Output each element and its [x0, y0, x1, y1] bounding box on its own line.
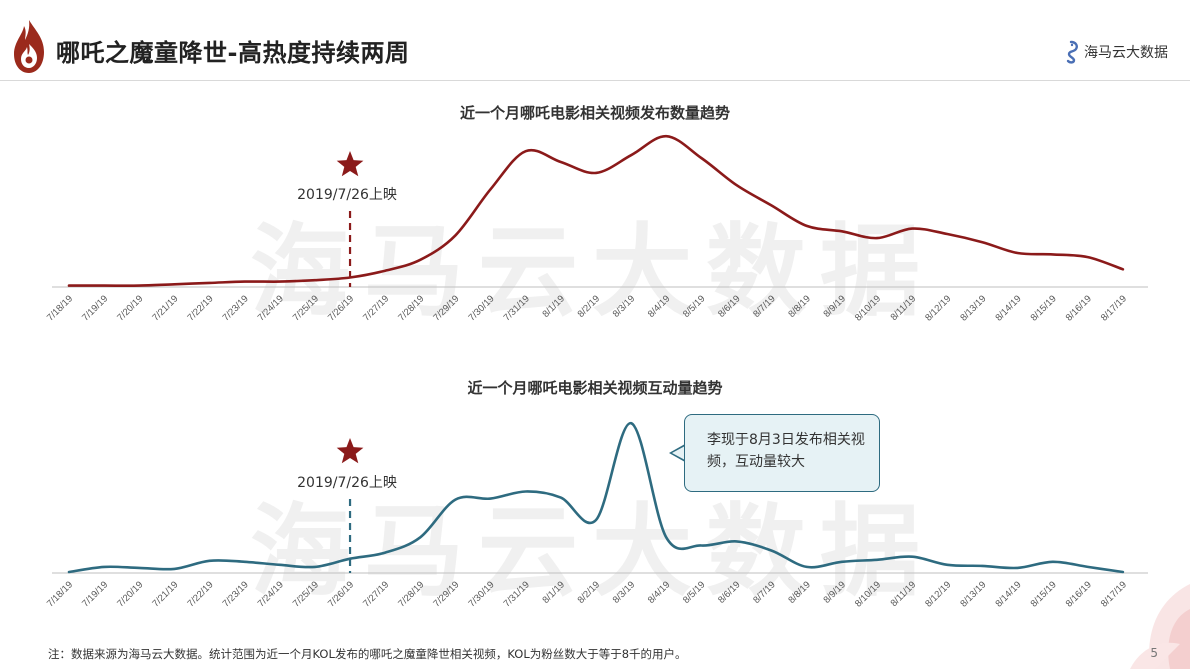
x-tick-label: 7/24/19	[256, 579, 286, 609]
x-tick-label: 8/3/19	[611, 293, 637, 319]
x-tick-label: 7/25/19	[291, 293, 321, 323]
x-tick-label: 7/21/19	[150, 293, 180, 323]
brand-name: 海马云大数据	[1084, 45, 1168, 61]
x-tick-label: 7/23/19	[221, 293, 251, 323]
brand-logo: 海马云大数据	[1062, 40, 1168, 64]
x-tick-label: 8/6/19	[716, 293, 742, 319]
interaction-trend-chart: 7/18/19 7/19/19 7/20/19 7/21/19 7/22/19 7/23/…	[45, 421, 1148, 610]
x-tick-label: 7/30/19	[466, 579, 496, 609]
x-tick-label: 7/29/19	[431, 293, 461, 323]
release-date-label: 2019/7/26上映	[297, 187, 397, 203]
x-tick-label: 7/20/19	[115, 579, 145, 609]
x-tick-label: 7/23/19	[221, 579, 251, 609]
page-title: 哪吒之魔童降世-高热度持续两周	[56, 39, 410, 67]
x-tick-label: 7/30/19	[466, 293, 496, 323]
x-tick-label: 7/28/19	[396, 293, 426, 323]
page-number: 5	[1150, 646, 1158, 660]
x-tick-label: 8/15/19	[1029, 579, 1059, 609]
x-tick-label: 8/4/19	[646, 293, 672, 319]
x-tick-label: 8/5/19	[681, 293, 707, 319]
x-tick-label: 8/11/19	[889, 293, 919, 323]
x-tick-label: 8/2/19	[576, 293, 602, 319]
footer-note: 注：数据来源为海马云大数据。统计范围为近一个月KOL发布的哪吒之魔童降世相关视频…	[48, 647, 687, 661]
x-tick-label: 8/9/19	[822, 293, 848, 319]
x-tick-label: 8/10/19	[853, 293, 883, 323]
x-tick-label: 8/1/19	[540, 293, 566, 319]
x-tick-label: 7/22/19	[185, 579, 215, 609]
x-tick-label: 7/22/19	[185, 293, 215, 323]
x-tick-label: 8/10/19	[853, 579, 883, 609]
x-tick-label: 8/2/19	[576, 579, 602, 605]
x-tick-label: 8/8/19	[786, 293, 812, 319]
x-tick-label: 8/5/19	[681, 579, 707, 605]
lotus-decoration-icon	[1130, 584, 1190, 669]
series-line	[67, 421, 1125, 574]
callout-box: 李现于8月3日发布相关视频，互动量较大	[684, 414, 880, 492]
publish-trend-chart: 7/18/19 7/19/19 7/20/19 7/21/19 7/22/19 7/23/…	[45, 134, 1148, 324]
watermark-top: 海马云大数据	[250, 213, 934, 330]
x-tick-label: 7/21/19	[150, 579, 180, 609]
release-star-icon	[336, 438, 364, 464]
x-tick-label: 7/18/19	[45, 293, 75, 323]
x-tick-label: 8/16/19	[1064, 293, 1094, 323]
x-tick-label: 7/19/19	[80, 293, 110, 323]
x-tick-label: 7/24/19	[256, 293, 286, 323]
x-tick-label: 7/27/19	[361, 579, 391, 609]
x-tick-label: 7/18/19	[45, 579, 75, 609]
x-tick-label: 8/1/19	[540, 579, 566, 605]
x-tick-label: 7/26/19	[326, 293, 356, 323]
header-divider	[0, 80, 1190, 81]
chart-title-interaction: 近一个月哪吒电影相关视频互动量趋势	[467, 379, 723, 397]
x-tick-label: 8/8/19	[786, 579, 812, 605]
release-star-icon	[336, 151, 364, 177]
x-tick-label: 8/13/19	[958, 293, 988, 323]
x-tick-label: 8/12/19	[923, 579, 953, 609]
callout-tail-inner	[672, 446, 685, 460]
x-tick-label: 7/29/19	[431, 579, 461, 609]
x-tick-label: 8/7/19	[751, 579, 777, 605]
flame-logo-icon	[14, 20, 44, 73]
x-tick-label: 7/31/19	[502, 293, 532, 323]
x-tick-label: 7/26/19	[326, 579, 356, 609]
x-tick-label: 7/25/19	[291, 579, 321, 609]
x-tick-label: 8/7/19	[751, 293, 777, 319]
x-tick-label: 8/12/19	[923, 293, 953, 323]
x-tick-label: 8/9/19	[822, 579, 848, 605]
x-tick-label: 7/20/19	[115, 293, 145, 323]
x-tick-label: 7/27/19	[361, 293, 391, 323]
x-tick-label: 7/31/19	[502, 579, 532, 609]
x-tick-label: 8/17/19	[1099, 293, 1129, 323]
release-date-label: 2019/7/26上映	[297, 475, 397, 491]
chart-title-publish: 近一个月哪吒电影相关视频发布数量趋势	[459, 104, 730, 122]
seahorse-logo-icon	[1066, 40, 1078, 64]
x-tick-label: 8/4/19	[646, 579, 672, 605]
x-tick-label: 8/11/19	[889, 579, 919, 609]
slide-header: 哪吒之魔童降世-高热度持续两周 海马云大数据	[0, 0, 1190, 80]
x-tick-label: 8/13/19	[958, 579, 988, 609]
x-tick-label: 8/14/19	[993, 293, 1023, 323]
x-tick-label: 7/19/19	[80, 579, 110, 609]
x-tick-label: 8/15/19	[1029, 293, 1059, 323]
watermark-bottom: 海马云大数据	[250, 493, 934, 610]
x-tick-label: 8/3/19	[611, 579, 637, 605]
x-tick-label: 7/28/19	[396, 579, 426, 609]
x-tick-label: 8/6/19	[716, 579, 742, 605]
series-line	[67, 134, 1125, 288]
x-tick-label: 8/14/19	[993, 579, 1023, 609]
